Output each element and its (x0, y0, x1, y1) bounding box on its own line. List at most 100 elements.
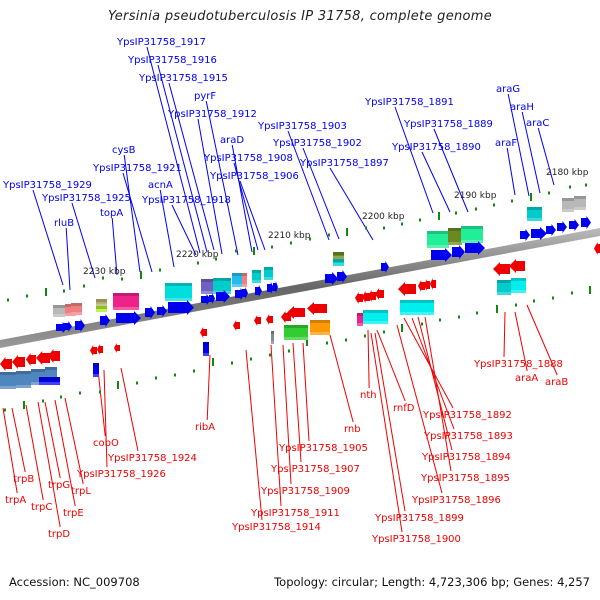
gene-label[interactable]: YpsIP31758_1892 (422, 410, 512, 421)
feature-box[interactable] (16, 371, 31, 388)
reverse-gene-arrow[interactable] (424, 279, 430, 291)
feature-box[interactable] (203, 342, 209, 356)
gene-label[interactable]: YpsIP31758_1895 (420, 473, 510, 484)
reverse-gene-arrow[interactable] (368, 290, 376, 302)
gene-label[interactable]: YpsIP31758_1888 (473, 359, 563, 370)
forward-gene-arrow[interactable] (325, 272, 338, 285)
reverse-gene-arrow[interactable] (200, 327, 207, 338)
gene-label[interactable]: pyrF (194, 91, 216, 102)
gene-label[interactable]: acnA (148, 180, 173, 191)
forward-gene-arrow[interactable] (209, 293, 215, 304)
feature-box[interactable] (242, 273, 247, 287)
gene-label[interactable]: YpsIP31758_1902 (272, 138, 362, 149)
forward-gene-arrow[interactable] (168, 300, 194, 315)
feature-box[interactable] (357, 313, 363, 326)
reverse-gene-arrow[interactable] (362, 291, 370, 303)
gene-label[interactable]: YpsIP31758_1926 (76, 469, 166, 480)
forward-gene-arrow[interactable] (557, 221, 567, 233)
gene-label[interactable]: trpG (48, 480, 70, 491)
gene-label[interactable]: araH (510, 102, 534, 113)
feature-box[interactable] (271, 331, 274, 344)
forward-gene-arrow[interactable] (546, 224, 556, 236)
gene-label[interactable]: araA (515, 373, 538, 384)
feature-box[interactable] (201, 279, 213, 294)
reverse-gene-arrow[interactable] (48, 349, 60, 363)
forward-gene-arrow[interactable] (531, 227, 547, 240)
forward-gene-arrow[interactable] (75, 319, 85, 332)
gene-label[interactable]: YpsIP31758_1889 (403, 119, 493, 130)
reverse-gene-arrow[interactable] (233, 320, 240, 331)
forward-gene-arrow[interactable] (465, 241, 485, 255)
feature-box[interactable] (310, 320, 330, 335)
gene-label[interactable]: YpsIP31758_1909 (260, 486, 350, 497)
forward-gene-arrow[interactable] (255, 285, 262, 297)
feature-box[interactable] (264, 267, 273, 280)
feature-box[interactable] (165, 283, 192, 301)
feature-box[interactable] (333, 252, 344, 259)
reverse-gene-arrow[interactable] (254, 315, 261, 326)
feature-box[interactable] (71, 303, 82, 315)
gene-label[interactable]: trpL (71, 486, 91, 497)
gene-label[interactable]: YpsIP31758_1929 (2, 180, 92, 191)
forward-gene-arrow[interactable] (100, 314, 110, 327)
gene-label[interactable]: trpE (63, 508, 84, 519)
gene-label[interactable]: trpC (31, 502, 52, 513)
gene-label[interactable]: trpA (5, 495, 26, 506)
forward-gene-arrow[interactable] (267, 282, 274, 294)
gene-label[interactable]: YpsIP31758_1916 (127, 55, 217, 66)
feature-box[interactable] (53, 305, 65, 317)
gene-label[interactable]: YpsIP31758_1925 (41, 193, 131, 204)
feature-box[interactable] (0, 372, 16, 389)
forward-gene-arrow[interactable] (242, 287, 248, 299)
gene-label[interactable]: YpsIP31758_1893 (423, 431, 513, 442)
gene-label[interactable]: YpsIP31758_1918 (141, 195, 231, 206)
gene-label[interactable]: araB (545, 377, 568, 388)
gene-label[interactable]: YpsIP31758_1890 (391, 142, 481, 153)
gene-label[interactable]: araF (495, 138, 517, 149)
forward-gene-arrow[interactable] (337, 270, 347, 283)
gene-label[interactable]: YpsIP31758_1897 (299, 158, 389, 169)
feature-box[interactable] (497, 280, 511, 295)
reverse-gene-arrow[interactable] (281, 311, 291, 323)
feature-box[interactable] (400, 300, 434, 315)
gene-label[interactable]: YpsIP31758_1921 (92, 163, 182, 174)
gene-label[interactable]: YpsIP31758_1924 (107, 453, 197, 464)
reverse-gene-arrow[interactable] (493, 262, 510, 276)
gene-label[interactable]: YpsIP31758_1906 (209, 171, 299, 182)
gene-label[interactable]: topA (100, 208, 123, 219)
feature-box[interactable] (427, 231, 449, 248)
forward-gene-arrow[interactable] (381, 261, 389, 273)
feature-box[interactable] (113, 293, 139, 310)
feature-box[interactable] (511, 278, 526, 293)
gene-label[interactable]: trpB (13, 474, 34, 485)
reverse-gene-arrow[interactable] (307, 302, 327, 315)
gene-label[interactable]: YpsIP31758_1911 (250, 508, 340, 519)
gene-label[interactable]: araC (526, 118, 549, 129)
gene-label[interactable]: YpsIP31758_1903 (257, 121, 347, 132)
gene-label[interactable]: rnb (344, 424, 361, 435)
reverse-gene-arrow[interactable] (0, 357, 12, 371)
gene-label[interactable]: YpsIP31758_1894 (421, 452, 511, 463)
feature-box[interactable] (448, 228, 462, 245)
forward-gene-arrow[interactable] (431, 248, 452, 262)
feature-box[interactable] (363, 310, 388, 324)
feature-box[interactable] (65, 304, 76, 316)
gene-label[interactable]: YpsIP31758_1900 (371, 534, 461, 545)
reverse-gene-arrow[interactable] (12, 355, 25, 369)
gene-label[interactable]: YpsIP31758_1896 (411, 495, 501, 506)
gene-label[interactable]: cobO (93, 438, 119, 449)
reverse-gene-arrow[interactable] (36, 351, 50, 365)
feature-box[interactable] (39, 377, 60, 385)
feature-box[interactable] (252, 270, 261, 283)
gene-label[interactable]: YpsIP31758_1917 (116, 37, 206, 48)
forward-gene-arrow[interactable] (581, 216, 591, 229)
reverse-gene-arrow[interactable] (509, 259, 525, 273)
reverse-gene-arrow[interactable] (398, 282, 416, 296)
feature-box[interactable] (333, 259, 344, 266)
forward-gene-arrow[interactable] (201, 294, 211, 305)
feature-box[interactable] (213, 278, 231, 294)
forward-gene-arrow[interactable] (273, 281, 278, 293)
forward-gene-arrow[interactable] (64, 321, 72, 332)
forward-gene-arrow[interactable] (116, 311, 141, 325)
reverse-gene-arrow[interactable] (430, 278, 436, 290)
